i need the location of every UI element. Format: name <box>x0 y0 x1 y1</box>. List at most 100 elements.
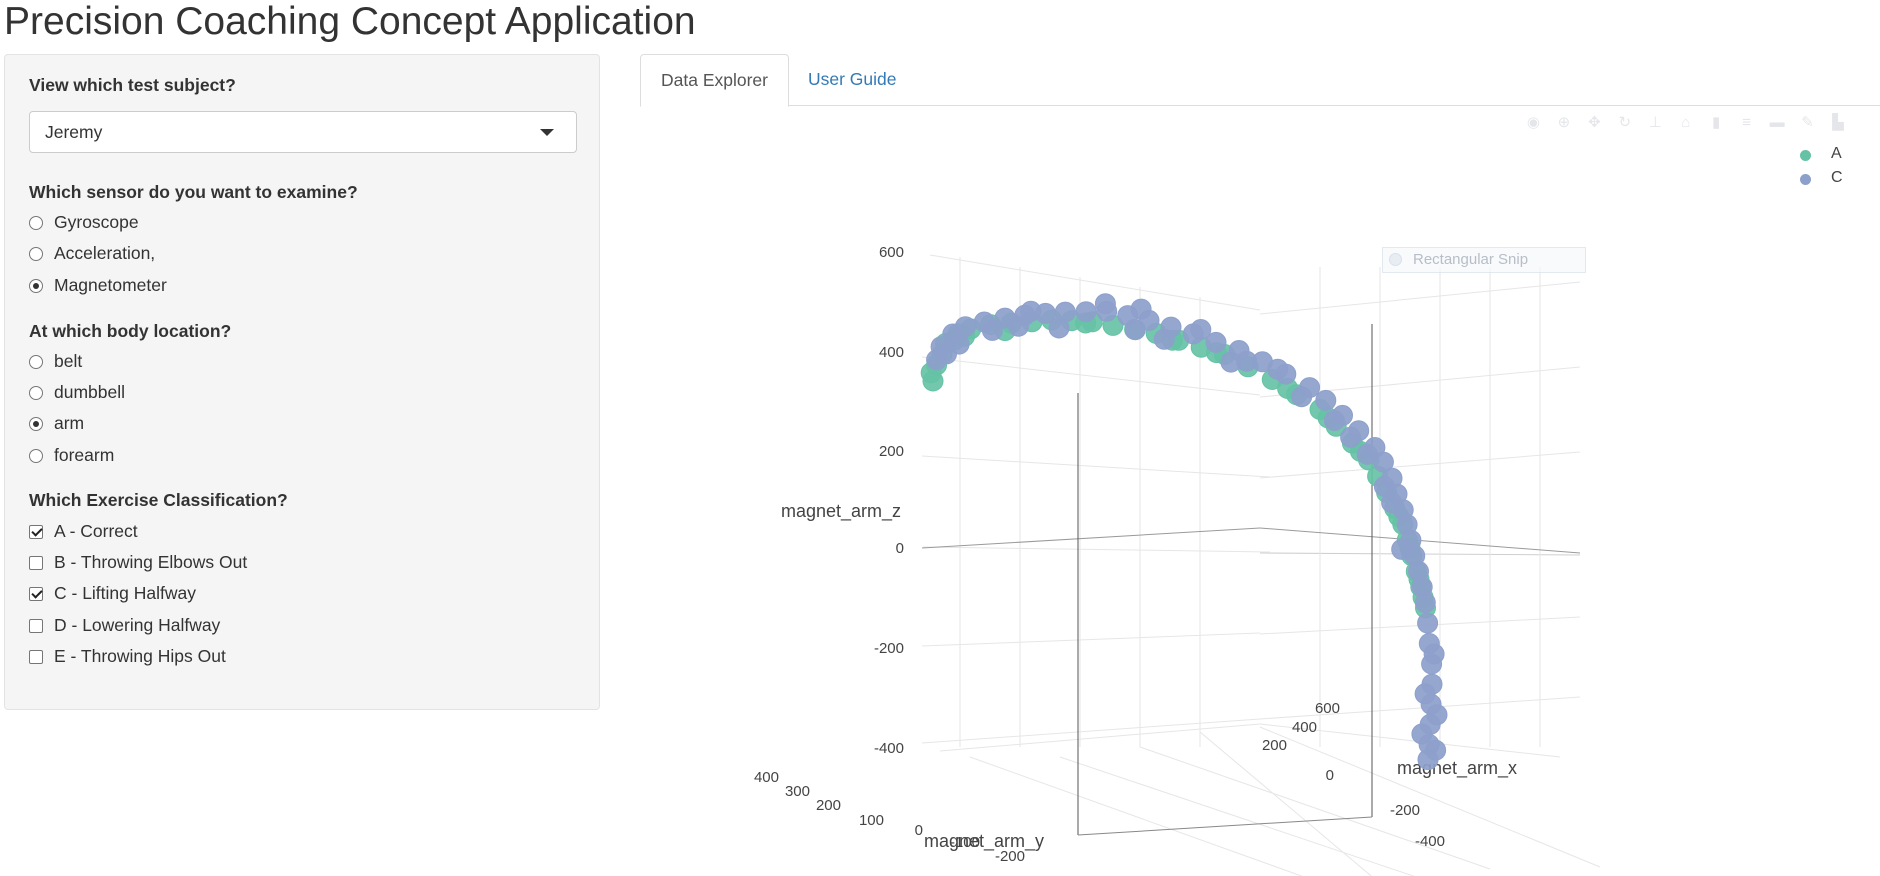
y-tick-label: -100 <box>950 834 980 851</box>
radio-button[interactable] <box>29 355 43 369</box>
camera-icon[interactable]: ◉ <box>1526 114 1541 131</box>
scatter-point <box>1414 683 1436 705</box>
grid-line <box>1259 723 1561 758</box>
y-tick-label: 0 <box>915 822 923 839</box>
checkbox[interactable] <box>29 556 43 570</box>
classification-label: Which Exercise Classification? <box>29 490 288 510</box>
x-axis-title: magnet_arm_x <box>1397 758 1517 779</box>
toggle-icon[interactable]: ▬ <box>1769 114 1785 131</box>
scatter-point <box>1414 592 1436 614</box>
radio-button-selected[interactable] <box>29 417 43 431</box>
class-option-label: E - Throwing Hips Out <box>54 646 226 666</box>
legend-item-c[interactable]: C <box>1800 168 1860 192</box>
axis-line-floor <box>1077 816 1373 836</box>
sidebar-panel: View which test subject? Jeremy Which se… <box>4 54 600 710</box>
class-option-label: A - Correct <box>54 521 138 541</box>
series-A <box>920 309 1436 619</box>
plotly-logo-icon[interactable]: ▙ <box>1832 114 1844 131</box>
edit-icon[interactable]: ✎ <box>1801 114 1814 131</box>
scatter-point <box>1075 301 1097 323</box>
z-tick-label: 0 <box>896 540 904 557</box>
x-tick-label: 200 <box>1262 737 1287 754</box>
tab-bar: Data Explorer User Guide <box>640 54 1880 107</box>
legend-label: C <box>1831 169 1843 186</box>
grid-line <box>1059 756 1415 876</box>
radio-button[interactable] <box>29 449 43 463</box>
grid-line <box>921 718 1261 744</box>
sensor-option-gyroscope[interactable]: Gyroscope <box>29 212 449 238</box>
location-option-dumbbell[interactable]: dumbbell <box>29 382 449 408</box>
grid-line <box>1259 281 1581 315</box>
scatter-point <box>1423 643 1445 665</box>
scatter-point <box>1391 538 1413 560</box>
3d-scatter-scene[interactable]: 600 400 200 0 -200 -400 -400 -200 0 200 400 600 -200… <box>640 107 1880 876</box>
location-option-forearm[interactable]: forearm <box>29 445 449 471</box>
location-option-label: arm <box>54 413 85 433</box>
plot-area[interactable]: ◉ ⊕ ✥ ↻ ⊥ ⌂ ▮ ≡ ▬ ✎ ▙ A C 600 400 200 0 -200… <box>640 107 1880 876</box>
subject-select[interactable]: Jeremy <box>29 111 577 153</box>
legend-marker <box>1800 174 1811 185</box>
zoom-icon[interactable]: ⊕ <box>1557 114 1571 131</box>
grid-line <box>1259 451 1581 479</box>
radio-button[interactable] <box>29 216 43 230</box>
scatter-point <box>1153 328 1175 350</box>
x-tick-label: 600 <box>1315 700 1340 717</box>
scatter-point <box>1411 723 1433 745</box>
snip-overlay: Rectangular Snip <box>1382 247 1586 273</box>
sensor-option-acceleration[interactable]: Acceleration, <box>29 243 449 269</box>
z-tick-label: 200 <box>879 443 904 460</box>
grid-line <box>922 546 1271 553</box>
grid-line <box>929 254 1261 311</box>
z-tick-label: 600 <box>879 244 904 261</box>
checkbox-checked[interactable] <box>29 525 43 539</box>
z-tick-label: -400 <box>874 740 904 757</box>
legend-item-a[interactable]: A <box>1800 144 1860 168</box>
scatter-point <box>1020 300 1042 322</box>
spike-icon[interactable]: ≡ <box>1742 114 1752 131</box>
app-title: Precision Coaching Concept Application <box>4 0 696 43</box>
legend-marker <box>1800 150 1811 161</box>
class-option-e[interactable]: E - Throwing Hips Out <box>29 646 449 672</box>
y-tick-label: -200 <box>995 848 1025 865</box>
hover-icon[interactable]: ▮ <box>1712 114 1721 131</box>
grid-line <box>1259 726 1601 868</box>
tab-data-explorer[interactable]: Data Explorer <box>640 54 789 107</box>
scatter-point <box>1008 315 1029 337</box>
sensor-option-magnetometer[interactable]: Magnetometer <box>29 275 449 301</box>
checkbox[interactable] <box>29 650 43 664</box>
class-option-b[interactable]: B - Throwing Elbows Out <box>29 552 449 578</box>
orbit-icon[interactable]: ↻ <box>1618 114 1632 131</box>
chart-legend: A C <box>1800 144 1860 192</box>
turntable-icon[interactable]: ⊥ <box>1648 114 1662 131</box>
class-option-c[interactable]: C - Lifting Halfway <box>29 583 449 609</box>
radio-button[interactable] <box>29 247 43 261</box>
caret-down-icon <box>540 129 554 136</box>
plot-modebar: ◉ ⊕ ✥ ↻ ⊥ ⌂ ▮ ≡ ▬ ✎ ▙ <box>1517 113 1848 132</box>
class-option-label: D - Lowering Halfway <box>54 615 221 635</box>
grid-line <box>1199 731 1373 876</box>
sensor-option-label: Magnetometer <box>54 275 167 295</box>
scatter-point <box>948 333 970 355</box>
y-tick-label: 200 <box>816 797 841 814</box>
location-option-arm[interactable]: arm <box>29 413 449 439</box>
scatter-point <box>1417 612 1439 634</box>
class-option-d[interactable]: D - Lowering Halfway <box>29 615 449 641</box>
scatter-point <box>981 319 1003 341</box>
scatter-point <box>1291 386 1313 408</box>
location-option-belt[interactable]: belt <box>29 351 449 377</box>
pan-icon[interactable]: ✥ <box>1588 114 1601 131</box>
reset-camera-icon[interactable]: ⌂ <box>1681 114 1691 131</box>
series-C <box>926 293 1448 771</box>
class-option-label: B - Throwing Elbows Out <box>54 552 248 572</box>
tab-user-guide[interactable]: User Guide <box>808 69 897 89</box>
grid-lines <box>921 254 1601 876</box>
class-option-a[interactable]: A - Correct <box>29 521 449 547</box>
sensor-option-label: Gyroscope <box>54 212 139 232</box>
subject-select-value: Jeremy <box>45 122 103 142</box>
radio-button[interactable] <box>29 386 43 400</box>
radio-button-selected[interactable] <box>29 279 43 293</box>
location-option-label: dumbbell <box>54 382 126 402</box>
checkbox-checked[interactable] <box>29 587 43 601</box>
location-label: At which body location? <box>29 321 232 341</box>
checkbox[interactable] <box>29 619 43 633</box>
